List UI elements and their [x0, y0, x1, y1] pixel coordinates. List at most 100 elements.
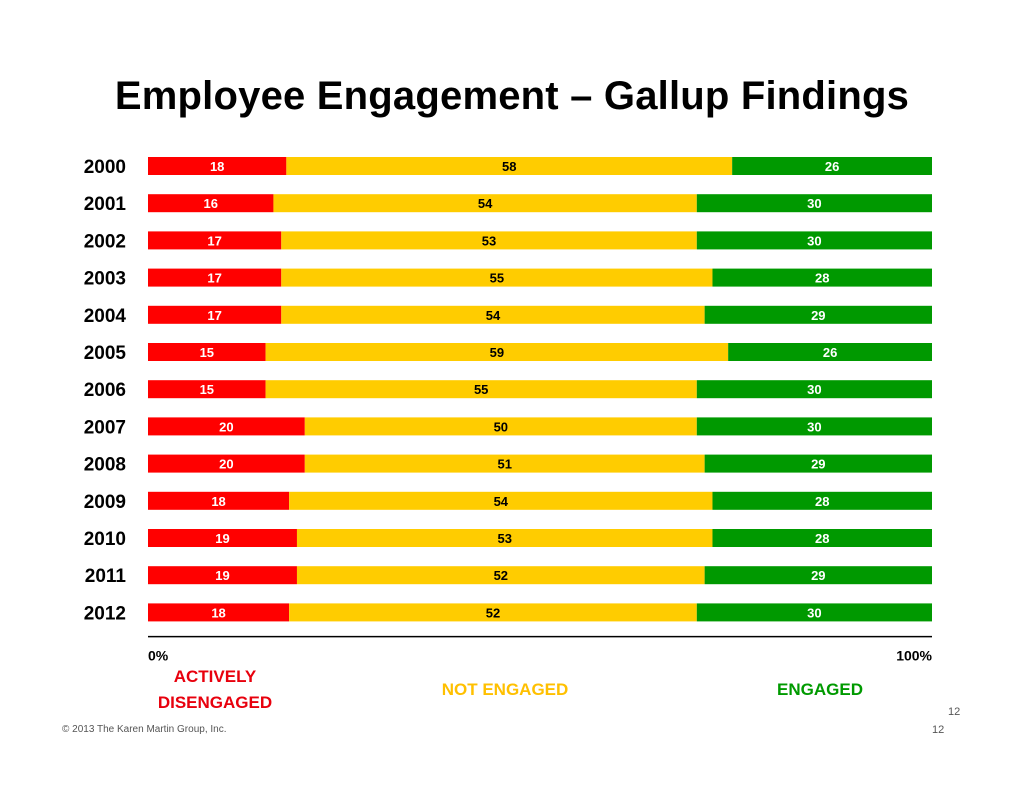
year-label: 2010 — [84, 529, 126, 550]
bar-actively-disengaged — [148, 194, 274, 213]
year-label: 2006 — [84, 380, 126, 401]
data-label-engaged: 30 — [807, 196, 821, 211]
bar-not-engaged — [296, 566, 705, 585]
bar-actively-disengaged — [148, 529, 297, 547]
bar-engaged — [728, 343, 932, 361]
data-label-engaged: 28 — [815, 271, 829, 286]
bar-not-engaged — [265, 380, 697, 399]
legend-actively-disengaged: ACTIVELY DISENGAGED — [140, 664, 290, 716]
year-label: 2011 — [85, 566, 127, 587]
bar-actively-disengaged — [148, 566, 297, 585]
data-label-engaged: 30 — [807, 419, 821, 434]
bar-not-engaged — [281, 268, 713, 287]
bar-engaged — [704, 454, 932, 473]
data-label-actively-disengaged: 20 — [219, 457, 233, 472]
bar-engaged — [704, 566, 932, 585]
year-label: 2007 — [84, 417, 126, 438]
bar-not-engaged — [304, 417, 697, 436]
data-label-not-engaged: 59 — [490, 345, 504, 360]
data-label-not-engaged: 53 — [497, 531, 511, 546]
data-label-not-engaged: 50 — [494, 419, 508, 434]
legend-not-engaged: NOT ENGAGED — [441, 680, 569, 699]
bar-engaged — [696, 194, 932, 213]
bar-not-engaged — [296, 529, 713, 547]
bar-actively-disengaged — [148, 231, 282, 250]
data-label-engaged: 30 — [807, 233, 821, 248]
data-label-actively-disengaged: 19 — [215, 568, 229, 583]
data-label-actively-disengaged: 20 — [219, 419, 233, 434]
data-label-not-engaged: 53 — [482, 233, 496, 248]
data-label-actively-disengaged: 19 — [215, 531, 229, 546]
data-label-actively-disengaged: 17 — [207, 308, 221, 323]
bar-actively-disengaged — [148, 603, 290, 622]
x-tick-label: 100% — [896, 648, 932, 664]
data-label-engaged: 26 — [823, 345, 837, 360]
data-label-engaged: 29 — [811, 457, 825, 472]
bar-engaged — [712, 268, 932, 287]
data-label-not-engaged: 52 — [494, 568, 508, 583]
data-label-actively-disengaged: 16 — [203, 196, 217, 211]
bar-actively-disengaged — [148, 380, 266, 399]
copyright-footer: © 2013 The Karen Martin Group, Inc. — [62, 724, 227, 735]
data-label-actively-disengaged: 15 — [200, 345, 214, 360]
data-label-not-engaged: 51 — [497, 457, 511, 472]
bar-engaged — [712, 491, 932, 510]
year-label: 2001 — [84, 194, 127, 215]
data-label-not-engaged: 54 — [486, 308, 501, 323]
bar-actively-disengaged — [148, 268, 282, 287]
year-label: 2012 — [84, 603, 126, 624]
bar-not-engaged — [304, 454, 705, 473]
data-label-actively-disengaged: 18 — [211, 494, 225, 509]
data-label-engaged: 30 — [807, 605, 821, 620]
year-label: 2009 — [84, 492, 126, 513]
page-number-bottom: 12 — [932, 724, 945, 736]
data-label-engaged: 30 — [807, 382, 821, 397]
data-label-engaged: 26 — [825, 159, 839, 174]
bar-actively-disengaged — [148, 491, 290, 510]
bar-engaged — [696, 231, 932, 250]
bar-actively-disengaged — [148, 157, 287, 175]
bar-not-engaged — [281, 305, 705, 324]
bar-engaged — [696, 417, 932, 436]
bar-engaged — [712, 529, 932, 547]
data-label-actively-disengaged: 15 — [200, 382, 214, 397]
data-label-not-engaged: 54 — [494, 494, 509, 509]
bar-not-engaged — [286, 157, 733, 175]
data-label-actively-disengaged: 18 — [210, 159, 224, 174]
bar-actively-disengaged — [148, 305, 282, 324]
data-label-not-engaged: 52 — [486, 605, 500, 620]
x-tick-label: 0% — [148, 648, 169, 664]
year-label: 2002 — [84, 231, 126, 252]
bar-actively-disengaged — [148, 343, 266, 361]
legend-engaged: ENGAGED — [777, 680, 863, 699]
data-label-not-engaged: 54 — [478, 196, 493, 211]
bar-not-engaged — [273, 194, 697, 213]
bar-not-engaged — [281, 231, 697, 250]
bar-not-engaged — [265, 343, 729, 361]
bar-not-engaged — [289, 491, 713, 510]
year-label: 2004 — [84, 306, 127, 327]
legend-actively-disengaged-line1: ACTIVELY — [173, 667, 257, 686]
year-label: 2003 — [84, 269, 126, 290]
page-number-top: 12 — [948, 706, 961, 718]
data-label-engaged: 29 — [811, 308, 825, 323]
data-label-not-engaged: 58 — [502, 159, 516, 174]
year-label: 2005 — [84, 343, 127, 364]
data-label-actively-disengaged: 18 — [211, 605, 225, 620]
data-label-engaged: 28 — [815, 531, 829, 546]
data-label-engaged: 28 — [815, 494, 829, 509]
data-label-actively-disengaged: 17 — [207, 233, 221, 248]
year-label: 2008 — [84, 455, 126, 476]
bar-actively-disengaged — [148, 454, 305, 473]
data-label-not-engaged: 55 — [474, 382, 488, 397]
data-label-actively-disengaged: 17 — [207, 271, 221, 286]
bar-actively-disengaged — [148, 417, 305, 436]
chart-title: Employee Engagement – Gallup Findings — [114, 74, 910, 118]
bar-engaged — [732, 157, 932, 175]
bar-not-engaged — [289, 603, 697, 622]
bar-engaged — [696, 380, 932, 399]
data-label-engaged: 29 — [811, 568, 825, 583]
bar-engaged — [704, 305, 932, 324]
legend-actively-disengaged-line2: DISENGAGED — [157, 693, 273, 712]
